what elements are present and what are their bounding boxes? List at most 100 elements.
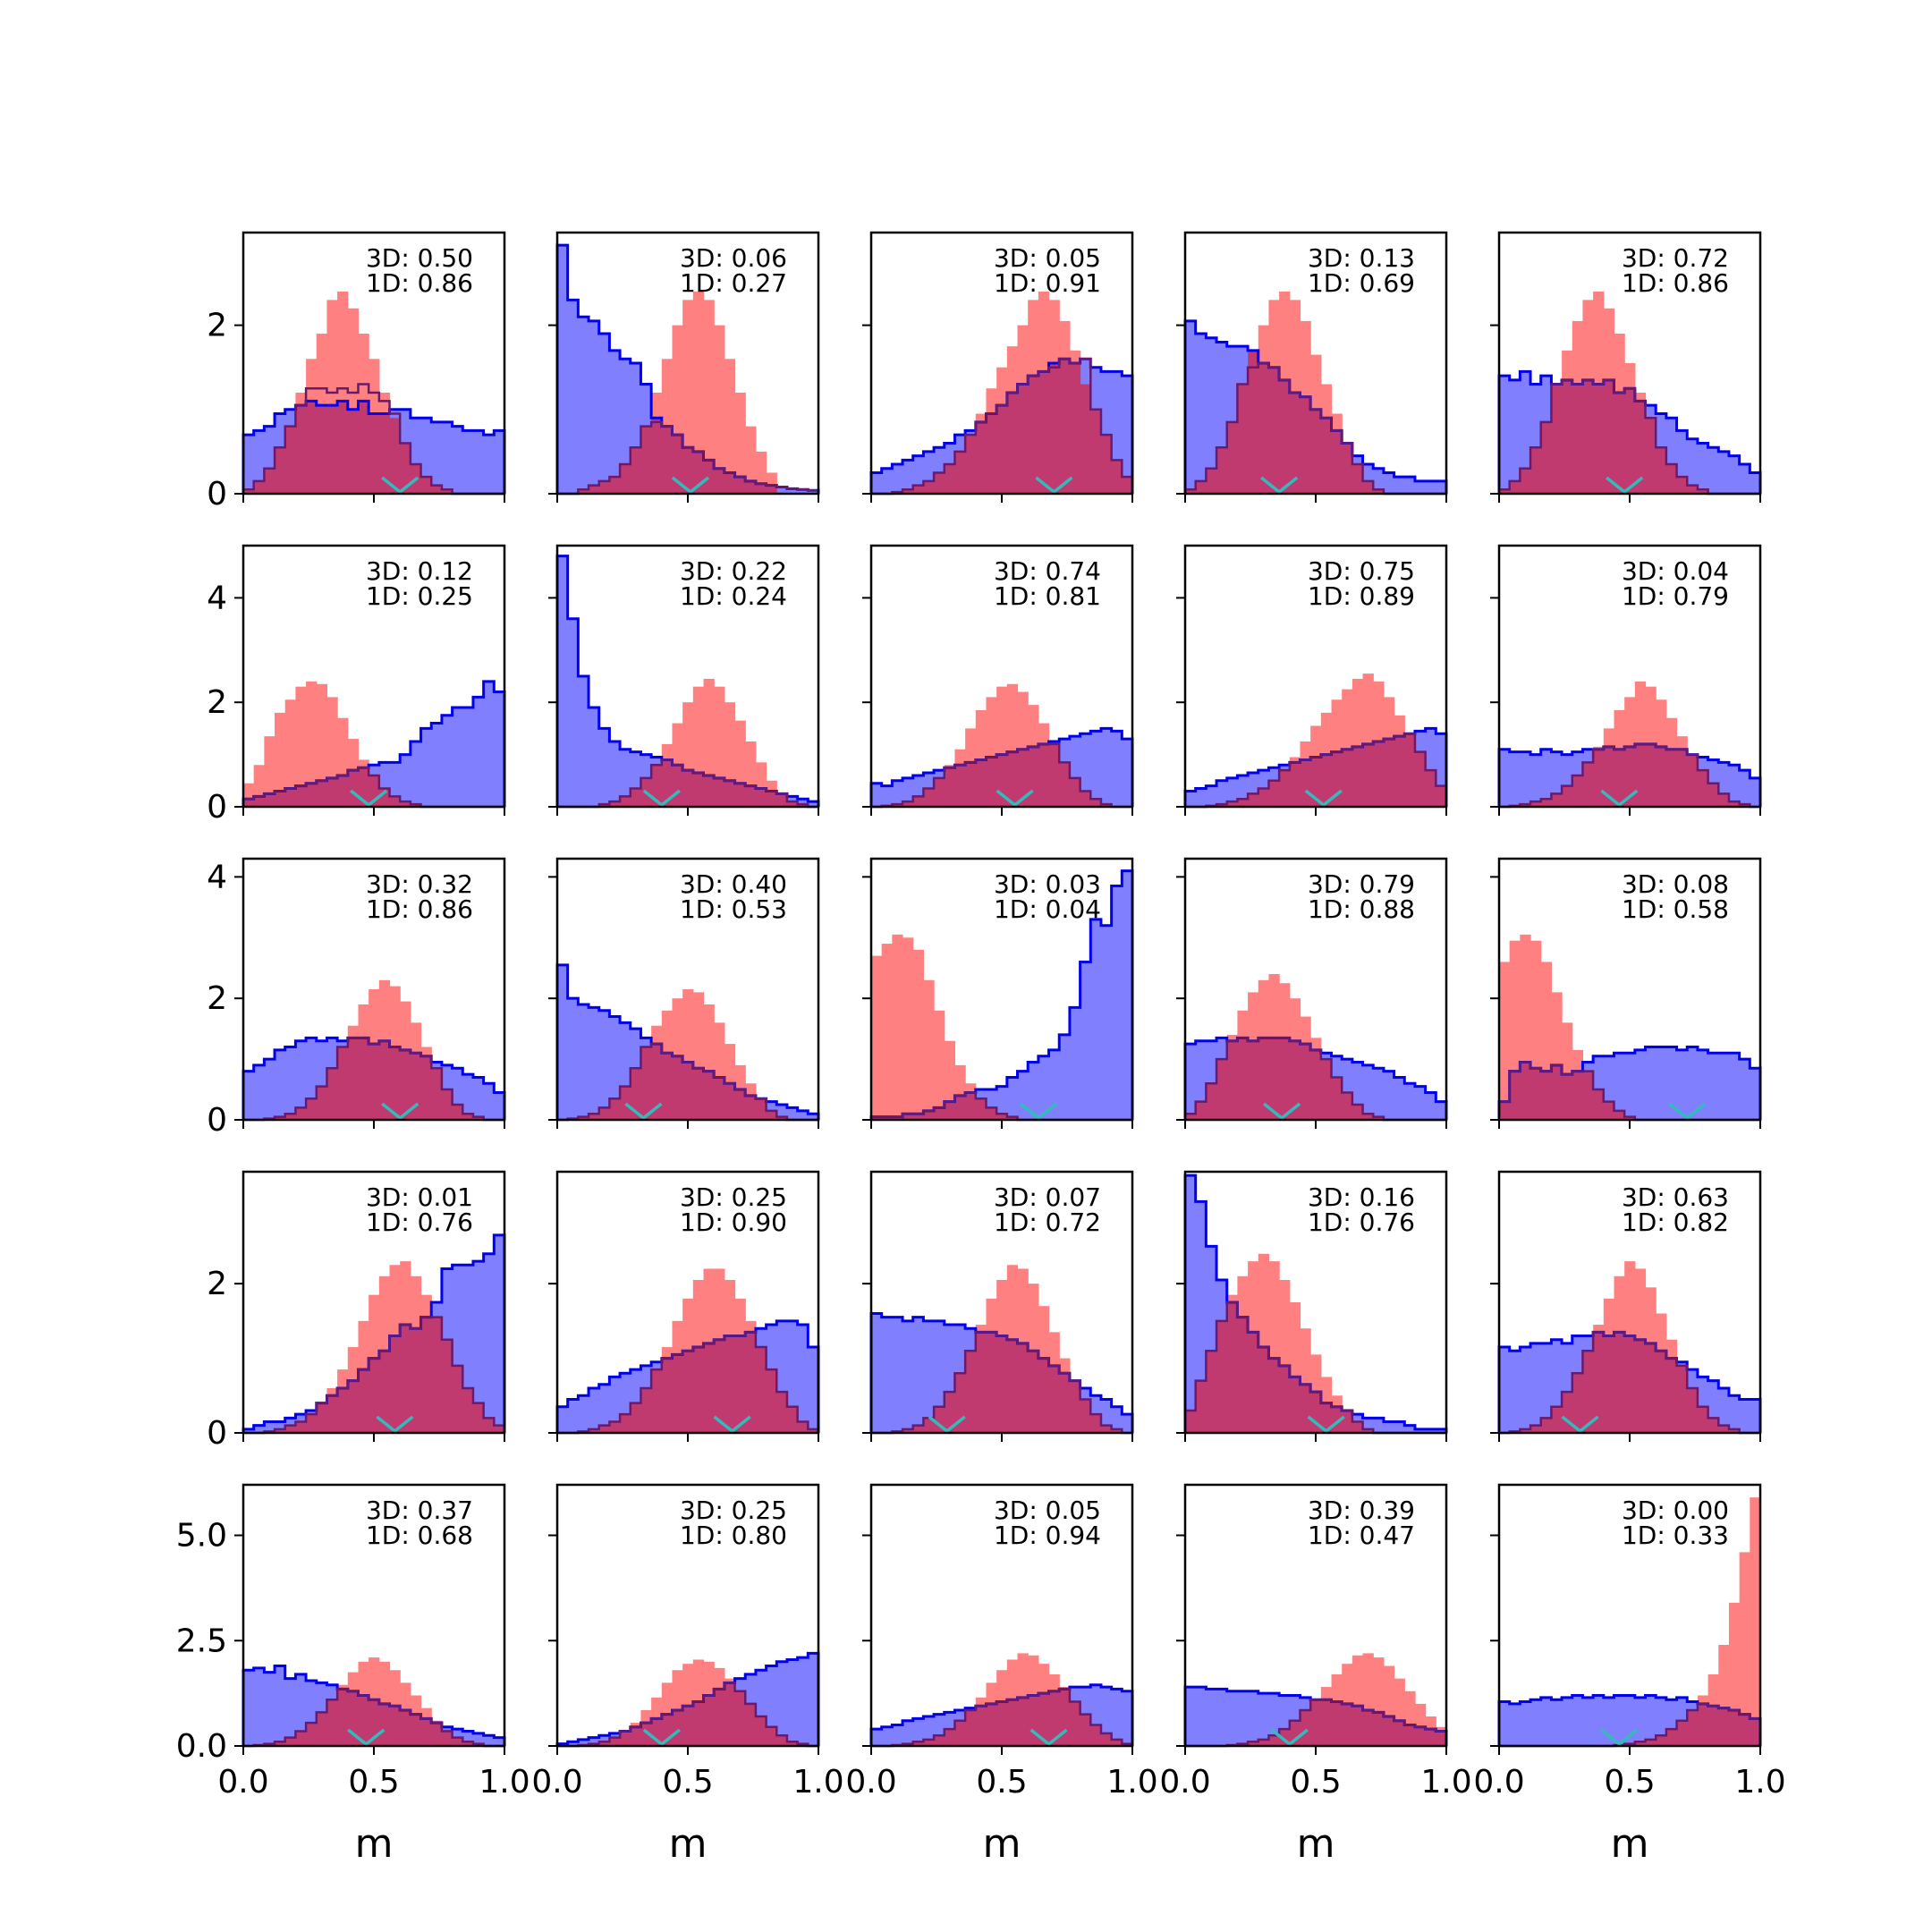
blue-bar [1059, 1034, 1071, 1120]
overlap-bar [912, 1114, 924, 1120]
overlap-step-line [871, 1331, 1132, 1435]
overlap-bar [996, 405, 1008, 494]
overlap-bar [369, 1358, 380, 1433]
blue-bar [598, 1384, 610, 1433]
blue-bar [1499, 376, 1511, 494]
annotation-1d: 1D: 0.68 [366, 1521, 473, 1550]
overlap-bar [1342, 1703, 1353, 1746]
blue-bar [923, 1320, 935, 1433]
overlap-bar [1017, 384, 1029, 494]
blue-bar [1425, 480, 1436, 494]
overlap-bar [996, 1114, 1008, 1120]
annotation-1d: 1D: 0.25 [366, 581, 473, 611]
annotation-1d: 1D: 0.24 [680, 581, 787, 611]
blue-bar [1111, 731, 1123, 807]
blue-bar [1530, 1699, 1542, 1746]
blue-bar [1665, 1046, 1678, 1120]
overlap-bar [724, 1083, 736, 1120]
overlap-bar [755, 1716, 767, 1746]
blue-bar [1383, 1071, 1395, 1120]
overlap-bar [714, 468, 725, 494]
overlap-step-line [1185, 732, 1448, 809]
overlap-step-line [1185, 1698, 1448, 1748]
overlap-bar [776, 1735, 788, 1746]
overlap-bar [1331, 1077, 1343, 1120]
overlap-bar [1342, 749, 1353, 807]
blue-bar [1414, 480, 1427, 494]
target-marker [347, 1728, 386, 1747]
blue-bar [1750, 1068, 1761, 1120]
blue-bar [275, 1049, 286, 1120]
red-bar [912, 949, 924, 1120]
overlap-bar [1028, 1351, 1039, 1433]
y-tick-label: 2 [207, 980, 227, 1017]
overlap-bar [589, 1114, 600, 1120]
red-bar [902, 937, 914, 1120]
blue-bar [1540, 1343, 1552, 1433]
overlap-bar [1320, 1699, 1333, 1746]
overlap-bar [692, 1701, 705, 1746]
blue-bar [243, 1428, 255, 1433]
overlap-bar [1122, 477, 1133, 494]
overlap-bar [578, 1116, 589, 1120]
overlap-bar [1624, 1335, 1636, 1433]
overlap-bar [912, 1425, 924, 1433]
overlap-bar [1320, 1059, 1333, 1120]
blue-bar [786, 1320, 799, 1433]
overlap-bar [1300, 1044, 1311, 1120]
overlap-step-line [871, 1688, 1134, 1748]
overlap-bar [316, 780, 328, 807]
overlap-bar [1656, 1735, 1667, 1746]
blue-bar [871, 783, 883, 807]
overlap-bar [1582, 1071, 1594, 1120]
overlap-bar [1289, 1720, 1301, 1746]
x-tick-label: 0.5 [976, 1764, 1027, 1801]
annotation-3d: 3D: 0.01 [366, 1182, 473, 1212]
annotation-1d: 1D: 0.58 [1622, 894, 1729, 924]
x-axis-label: m [669, 1821, 708, 1867]
overlap-bar [369, 413, 380, 494]
overlap-bar [1237, 1038, 1249, 1120]
blue-bar [1645, 1046, 1657, 1120]
overlap-bar [1687, 754, 1699, 807]
overlap-bar [766, 791, 777, 807]
annotation-1d: 1D: 0.53 [680, 894, 787, 924]
overlap-bar [1509, 1071, 1521, 1120]
overlap-bar [714, 1689, 725, 1746]
blue-bar [1739, 464, 1750, 494]
overlap-bar [975, 1706, 987, 1746]
blue-bar [1520, 1347, 1531, 1433]
overlap-bar [1624, 388, 1636, 494]
blue-bar [578, 676, 589, 807]
annotation-3d: 3D: 0.22 [680, 556, 787, 586]
blue-bar [264, 1059, 275, 1120]
overlap-bar [1414, 751, 1427, 807]
overlap-bar [965, 762, 977, 807]
overlap-bar [494, 1425, 505, 1433]
overlap-bar [358, 1038, 369, 1120]
overlap-bar [452, 1105, 463, 1120]
blue-bar [1028, 1062, 1039, 1120]
target-marker [1606, 476, 1644, 495]
overlap-bar [337, 1046, 349, 1120]
blue-bar [1718, 451, 1730, 494]
blue-bar [589, 320, 600, 494]
overlap-bar [284, 1737, 296, 1746]
red-bar [881, 944, 893, 1120]
blue-bar [1195, 334, 1207, 494]
blue-bar [1509, 751, 1521, 807]
blue-bar [275, 1665, 286, 1746]
x-tick-label: 0.5 [1290, 1764, 1341, 1801]
overlap-bar [1237, 384, 1249, 494]
overlap-bar [275, 1428, 286, 1433]
overlap-bar [1530, 447, 1542, 494]
overlap-bar [462, 1114, 474, 1120]
blue-bar [1656, 1046, 1667, 1120]
overlap-bar [1258, 1347, 1270, 1433]
overlap-bar [1645, 743, 1657, 807]
overlap-bar [620, 1086, 631, 1120]
